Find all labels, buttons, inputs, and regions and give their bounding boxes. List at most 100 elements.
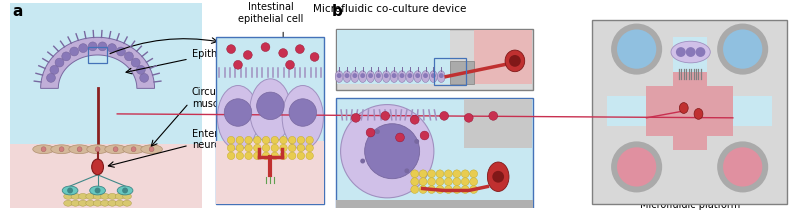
Circle shape — [46, 73, 55, 82]
Circle shape — [436, 170, 444, 178]
Bar — [474, 31, 531, 84]
Circle shape — [55, 58, 64, 67]
Ellipse shape — [90, 186, 106, 195]
Circle shape — [136, 66, 146, 74]
Ellipse shape — [93, 193, 102, 199]
Ellipse shape — [414, 71, 422, 82]
Circle shape — [289, 136, 296, 144]
Circle shape — [345, 73, 350, 78]
Circle shape — [289, 152, 296, 160]
Bar — [336, 200, 533, 208]
Ellipse shape — [115, 193, 124, 199]
Bar — [10, 3, 202, 145]
Circle shape — [470, 186, 478, 193]
Circle shape — [125, 52, 134, 61]
Text: Circular
muscle: Circular muscle — [192, 87, 230, 109]
Circle shape — [431, 73, 436, 78]
Circle shape — [381, 112, 390, 120]
Circle shape — [306, 152, 314, 160]
Circle shape — [88, 42, 97, 51]
Circle shape — [365, 124, 420, 179]
Polygon shape — [41, 37, 154, 88]
Ellipse shape — [118, 186, 133, 195]
Ellipse shape — [71, 193, 80, 199]
Ellipse shape — [438, 71, 445, 82]
Circle shape — [245, 144, 252, 152]
Circle shape — [271, 136, 278, 144]
Bar — [216, 37, 324, 204]
Ellipse shape — [218, 85, 258, 149]
Ellipse shape — [358, 71, 366, 82]
Circle shape — [723, 29, 762, 69]
Circle shape — [337, 73, 342, 78]
Circle shape — [470, 170, 478, 178]
Circle shape — [149, 147, 154, 152]
Circle shape — [227, 136, 235, 144]
Circle shape — [77, 147, 82, 152]
Circle shape — [257, 92, 284, 120]
Ellipse shape — [64, 193, 73, 199]
Text: b: b — [331, 4, 342, 19]
Circle shape — [94, 188, 101, 193]
Circle shape — [224, 99, 252, 126]
Ellipse shape — [101, 193, 110, 199]
Ellipse shape — [398, 71, 406, 82]
Circle shape — [262, 152, 270, 160]
Circle shape — [70, 47, 78, 56]
Bar — [646, 86, 733, 135]
Bar — [336, 98, 533, 208]
Circle shape — [227, 152, 235, 160]
Circle shape — [254, 136, 261, 144]
Circle shape — [117, 47, 126, 56]
Circle shape — [360, 73, 365, 78]
Circle shape — [368, 73, 373, 78]
Circle shape — [298, 144, 305, 152]
Bar — [673, 72, 707, 150]
Circle shape — [453, 186, 461, 193]
Circle shape — [489, 112, 498, 120]
Circle shape — [271, 144, 278, 152]
Circle shape — [405, 168, 410, 173]
Ellipse shape — [694, 109, 703, 119]
Circle shape — [436, 186, 444, 193]
Circle shape — [280, 144, 287, 152]
Circle shape — [462, 186, 469, 193]
Circle shape — [298, 136, 305, 144]
Ellipse shape — [351, 71, 358, 82]
Circle shape — [411, 186, 418, 193]
Ellipse shape — [122, 145, 144, 154]
Text: Epithelium: Epithelium — [192, 49, 244, 59]
Circle shape — [419, 178, 427, 186]
Circle shape — [289, 144, 296, 152]
Circle shape — [414, 139, 419, 144]
Circle shape — [236, 152, 243, 160]
Circle shape — [411, 170, 418, 178]
Ellipse shape — [105, 145, 126, 154]
Circle shape — [236, 136, 243, 144]
Text: Enteric
neuron: Enteric neuron — [192, 129, 226, 150]
Bar — [607, 96, 646, 126]
Circle shape — [107, 44, 117, 53]
Circle shape — [415, 73, 420, 78]
Circle shape — [78, 44, 87, 53]
Ellipse shape — [374, 71, 382, 82]
Ellipse shape — [69, 145, 90, 154]
Circle shape — [262, 136, 270, 144]
Circle shape — [245, 136, 252, 144]
Bar — [673, 37, 707, 72]
Circle shape — [453, 170, 461, 178]
Bar — [593, 20, 787, 204]
Circle shape — [395, 133, 405, 142]
Circle shape — [717, 141, 768, 192]
Bar — [434, 58, 466, 85]
Circle shape — [492, 171, 504, 183]
Circle shape — [310, 53, 319, 61]
Ellipse shape — [366, 71, 374, 82]
Circle shape — [445, 186, 452, 193]
Circle shape — [462, 178, 469, 186]
Circle shape — [676, 47, 686, 57]
Circle shape — [113, 147, 118, 152]
Circle shape — [420, 131, 429, 140]
Circle shape — [419, 170, 427, 178]
Ellipse shape — [250, 79, 291, 143]
